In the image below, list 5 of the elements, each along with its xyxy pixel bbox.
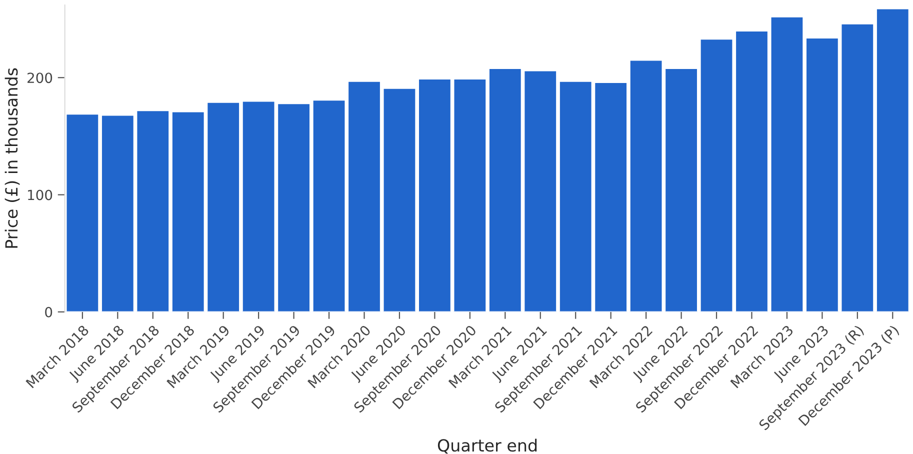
x-axis-title: Quarter end xyxy=(438,438,537,454)
y-tick-label: 0 xyxy=(45,306,52,318)
y-tick-label: 200 xyxy=(28,72,52,84)
y-tick-label: 100 xyxy=(28,190,52,200)
y-axis-title: Price (£) in thousands xyxy=(4,68,20,248)
